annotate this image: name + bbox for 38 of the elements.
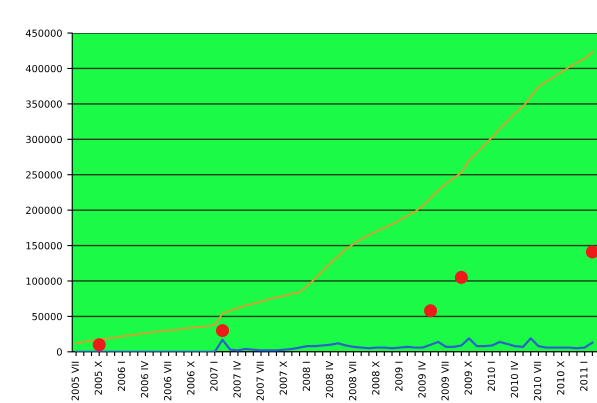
y-tick-label: 50000 [32,312,62,320]
point [216,324,230,338]
x-tick-label: 2010 I [488,362,496,391]
point [454,270,468,284]
x-tick-label: 2011 I [580,362,588,391]
x-tick-label: 2008 VII [348,362,356,400]
y-tick-label: 450000 [26,30,62,37]
x-tick-label: 2005 VII [72,362,79,400]
x-tick-label: 2010 VII [534,362,542,400]
x-tick-label: 2009 I [395,362,403,391]
x-tick-label: 2009 IV [418,360,426,398]
x-tick-label: 2006 X [187,361,194,395]
line-series [74,337,594,352]
x-tick-label: 2007 VII [256,362,264,400]
y-tick-label: 100000 [26,277,62,285]
x-tick-label: 2006 I [118,362,126,391]
x-tick-label: 2008 IV [326,360,334,398]
y-tick-label: 150000 [26,242,62,250]
x-tick-label: 2007 I [210,362,218,391]
y-tick-label: 200000 [26,206,62,214]
x-tick-label: 2008 X [372,361,380,395]
x-tick-label: 2007 IV [233,360,241,398]
y-tick-label: 250000 [26,171,62,179]
x-tick-label: 2006 IV [140,360,148,398]
point [424,304,438,318]
x-tick-label: 2010 X [557,361,564,395]
x-tick-label: 2006 VII [164,362,172,400]
y-tick-label: 300000 [26,136,62,144]
x-tick-label: 2005 X [94,361,102,395]
x-tick-label: 2009 X [464,361,472,395]
y-tick-label: 350000 [26,100,62,108]
x-tick-label: 2010 IV [510,360,518,398]
x-tick-label: 2007 X [280,361,287,395]
y-tick-label: 400000 [26,64,62,72]
point [92,338,106,352]
y-tick-label: 0 [56,348,62,356]
x-tick-label: 2008 I [302,362,310,391]
x-tick-label: 2009 VII [441,362,449,400]
